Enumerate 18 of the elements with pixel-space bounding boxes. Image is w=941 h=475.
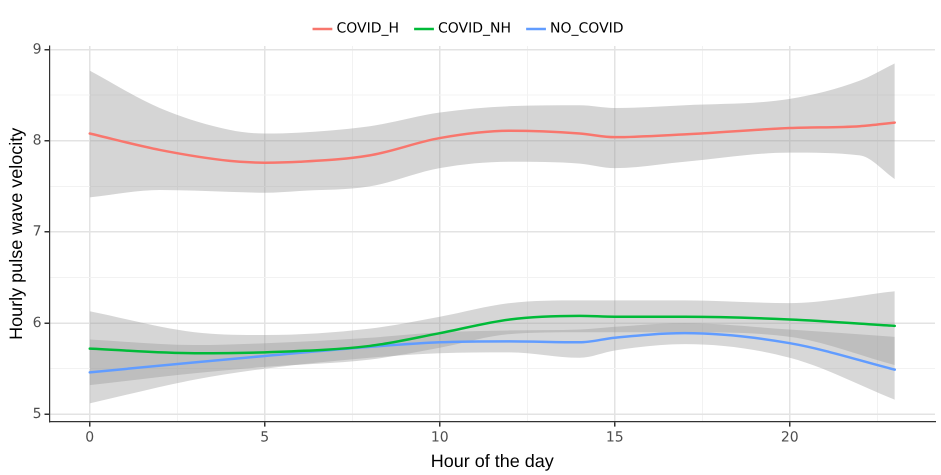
y-tick-label: 7: [32, 224, 42, 240]
y-axis-title: Hourly pulse wave velocity: [6, 128, 26, 340]
x-tick-label: 20: [780, 430, 799, 446]
line-series: [88, 314, 896, 354]
x-tick-label: 15: [606, 430, 624, 446]
legend-label: COVID_H: [336, 20, 399, 37]
y-tick-label: 9: [32, 41, 42, 58]
y-tick-label: 5: [32, 406, 42, 422]
legend-label: NO_COVID: [550, 20, 624, 37]
legend-label: COVID_NH: [438, 20, 512, 37]
line-series: [88, 332, 896, 374]
line-series: [88, 121, 896, 164]
x-tick-label: 0: [85, 430, 94, 446]
x-tick-label: 5: [260, 430, 270, 446]
x-axis-title: Hour of the day: [430, 451, 554, 472]
x-tick-label: 10: [430, 430, 449, 446]
y-tick-label: 8: [32, 132, 42, 148]
y-tick-label: 6: [32, 314, 42, 331]
